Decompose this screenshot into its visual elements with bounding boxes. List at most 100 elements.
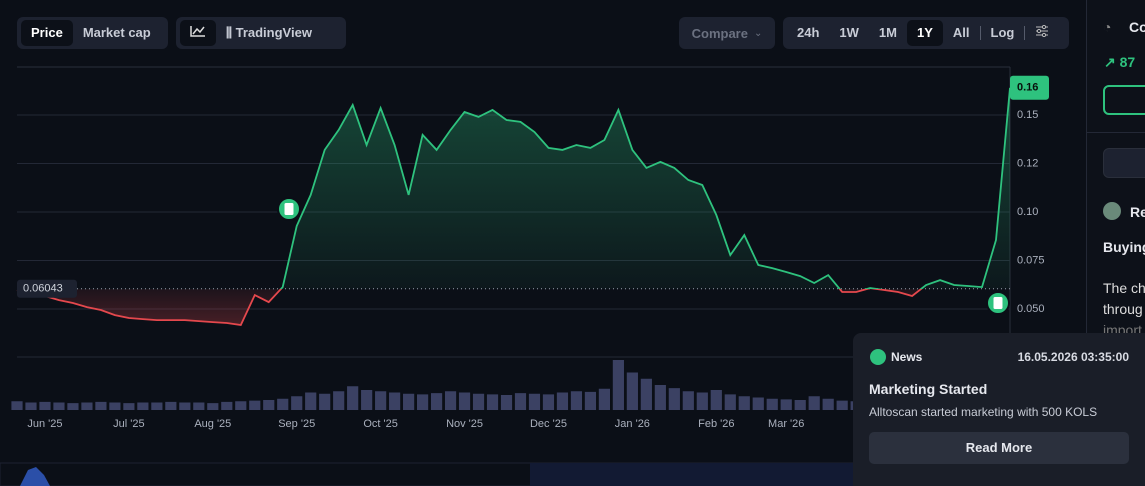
x-tick-label: Nov '25 [446,418,483,430]
volume-bar [738,396,750,410]
volume-bar [836,400,848,410]
volume-bar [640,378,652,410]
volume-bar [472,393,485,410]
volume-bar [123,403,135,410]
price-area [17,87,1010,325]
news-text: Alltoscan started marketing with 500 KOL… [869,405,1098,419]
volume-bar [375,391,387,410]
volume-bar [444,391,457,410]
volume-bar [668,388,680,410]
baseline-label: 0.06043 [23,283,63,295]
x-tick-label: Aug '25 [194,418,231,430]
volume-bar [207,403,219,410]
volume-bar [39,401,51,410]
volume-bar [416,394,429,410]
tradingview-label: TradingView [235,25,312,40]
navigator-window[interactable] [530,463,860,486]
mode-button[interactable]: Market cap [82,25,151,40]
volume-bar [67,403,79,410]
volume-bar [305,392,317,410]
volume-bar [556,392,569,410]
mode-group: Price Market cap [17,17,168,49]
y-tick-label: 0.050 [1017,303,1045,315]
news-marker[interactable] [986,291,1010,315]
y-tick-label: 0.15 [1017,109,1038,121]
log-button[interactable]: Log [990,25,1015,40]
volume-bar [542,394,555,410]
range-button[interactable]: 1W [839,25,859,40]
y-tick-label: 0.10 [1017,206,1038,218]
volume-bar [598,388,611,410]
volume-bar [263,400,275,410]
news-date: 16.05.2026 03:35:00 [1017,350,1129,364]
range-button[interactable]: 24h [797,25,820,40]
news-card: News 16.05.2026 03:35:00 Marketing Start… [853,333,1145,486]
read-more-button[interactable]: Read More [869,432,1129,464]
volume-bar [626,372,638,410]
mode-button[interactable]: Price [21,20,73,46]
volume-bar [780,399,792,410]
volume-bar [249,400,261,410]
volume-bar [137,402,149,410]
compare-button[interactable]: Compare ⌄ [679,17,775,49]
volume-bar [53,402,65,410]
x-tick-label: Feb '26 [698,418,734,430]
author: Re [1130,204,1145,220]
price-line [16,87,1011,326]
volume-bar [808,396,820,410]
sidebar-heading: Co [1129,19,1145,35]
volume-bar [235,401,247,410]
volume-bar [179,402,191,410]
volume-bar [361,390,373,410]
post-line: throug [1103,301,1143,317]
volume-bar [389,392,401,410]
volume-bar [514,393,527,410]
volume-bar [654,385,666,410]
volume-bar [682,391,694,410]
separator [1024,26,1026,40]
volume-bar [766,398,778,410]
volume-bar [696,392,708,410]
sidebar-button[interactable] [1103,85,1145,115]
range-group: 24h 1W 1M 1Y All Log [783,17,1069,49]
sidebar-stat: ↗ 87 [1104,54,1136,70]
settings-button[interactable] [1025,20,1059,46]
last-price-label: 0.16 [1017,82,1038,94]
y-tick-label: 0.075 [1017,254,1045,266]
x-tick-label: Jan '26 [615,418,650,430]
news-tag: News [891,350,923,364]
volume-bar [221,401,233,410]
last-price-badge [1010,75,1049,100]
post-line: Buying [1103,239,1145,255]
news-title: Marketing Started [869,381,988,397]
volume-bar [333,391,345,410]
volume-bar [193,402,205,410]
x-tick-label: Mar '26 [768,418,804,430]
post-line: The ch [1103,280,1145,296]
navigator-preview [20,467,50,486]
volume-bar [710,390,722,410]
volume-bar [822,398,834,410]
volume-bar [430,393,443,410]
avatar [1103,202,1121,220]
volume-bar [612,360,624,410]
volume-bar [81,402,93,410]
range-button[interactable]: 1Y [906,20,943,46]
x-tick-label: Sep '25 [278,418,315,430]
chart-style-group: ⫼ TradingView [176,17,346,49]
volume-bar [319,393,331,410]
baseline-badge [17,279,77,298]
volume-bar [25,402,37,410]
volume-bar [403,393,415,410]
volume-bar [109,402,121,410]
sidebar-input[interactable] [1103,148,1145,178]
news-marker[interactable] [277,197,301,221]
range-button[interactable]: All [952,25,970,40]
tradingview-button[interactable]: ⫼ TradingView [226,25,312,40]
range-button[interactable]: 1M [878,25,897,40]
x-tick-label: Oct '25 [363,418,398,430]
chart: 0.050 0.075 0.10 0.12 0.15 0.06043 0.16 Jun '25… [0,66,1086,486]
line-style-button[interactable] [180,20,216,46]
y-tick-label: 0.12 [1017,157,1038,169]
x-tick-label: Dec '25 [530,418,567,430]
